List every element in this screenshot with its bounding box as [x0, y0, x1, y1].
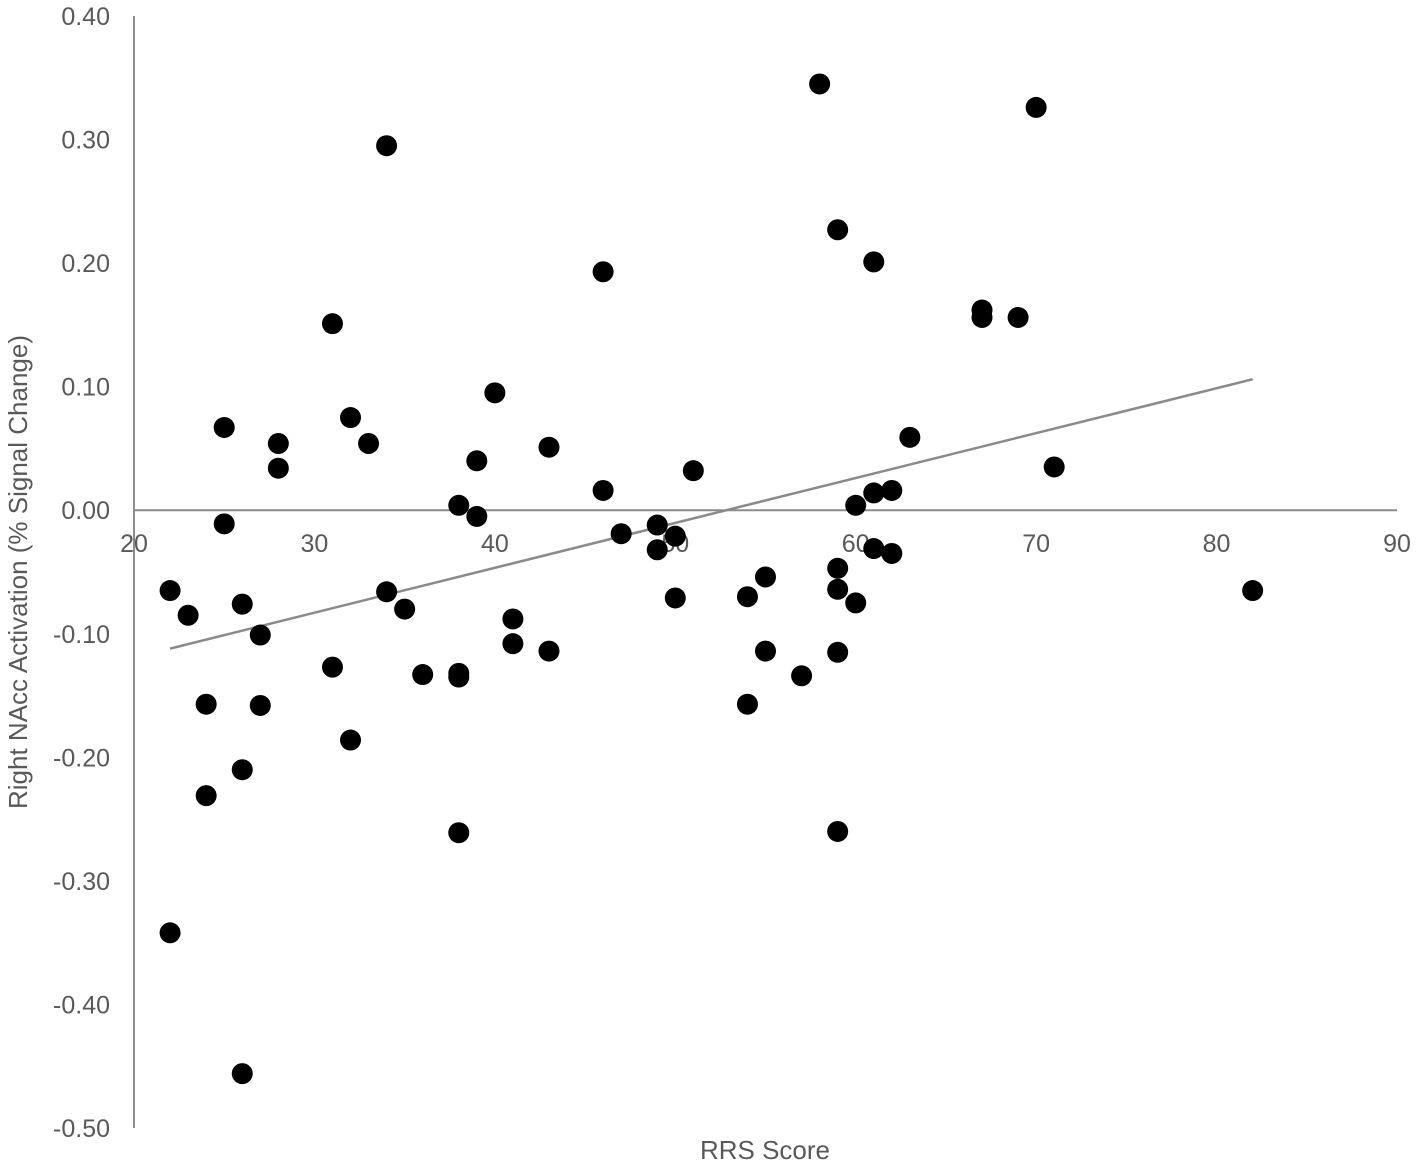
x-tick-label: 40 — [481, 530, 509, 558]
data-point — [231, 1063, 253, 1085]
data-point — [213, 513, 235, 535]
x-tick-labels: 2030405060708090 — [120, 530, 1411, 558]
data-point — [845, 494, 867, 516]
data-point — [358, 433, 380, 455]
data-point — [484, 382, 506, 404]
data-point — [1242, 580, 1264, 602]
data-point — [249, 624, 271, 646]
data-point — [1043, 456, 1065, 478]
data-point — [971, 306, 993, 328]
data-point — [538, 436, 560, 458]
data-point — [646, 514, 668, 536]
data-point — [592, 479, 614, 501]
data-point — [863, 482, 885, 504]
y-tick-labels: 0.40 0.30 0.20 0.10 0.00 -0.10 -0.20 -0.30 -0.40… — [53, 3, 110, 1143]
data-point — [881, 479, 903, 501]
y-tick-label: 0.20 — [61, 250, 110, 278]
data-point — [827, 641, 849, 663]
data-point — [159, 922, 181, 944]
data-point — [159, 580, 181, 602]
y-tick-label: 0.40 — [61, 3, 110, 31]
y-tick-label: -0.30 — [53, 868, 110, 896]
data-point — [321, 656, 343, 678]
y-tick-label: -0.40 — [53, 991, 110, 1019]
y-tick-label: -0.20 — [53, 744, 110, 772]
y-tick-label: -0.10 — [53, 621, 110, 649]
data-point — [791, 665, 813, 687]
data-point — [231, 759, 253, 781]
data-point — [538, 640, 560, 662]
data-point — [863, 251, 885, 273]
x-axis-title: RRS Score — [700, 1135, 830, 1165]
data-point — [448, 666, 470, 688]
y-tick-label: -0.50 — [53, 1115, 110, 1143]
x-tick-label: 30 — [301, 530, 329, 558]
x-tick-label: 90 — [1383, 530, 1411, 558]
data-point — [827, 578, 849, 600]
data-point — [863, 538, 885, 560]
data-point — [376, 581, 398, 603]
data-point — [827, 820, 849, 842]
data-point — [340, 407, 362, 429]
y-tick-label: 0.30 — [61, 127, 110, 155]
data-point — [195, 785, 217, 807]
y-tick-label: 0.10 — [61, 374, 110, 402]
data-point — [466, 450, 488, 472]
data-point — [502, 608, 524, 630]
x-tick-label: 70 — [1022, 530, 1050, 558]
data-point — [682, 460, 704, 482]
data-point — [664, 525, 686, 547]
x-tick-label: 20 — [120, 530, 148, 558]
data-point — [755, 640, 776, 662]
data-point — [231, 593, 253, 615]
data-point — [448, 494, 470, 516]
data-point — [809, 73, 831, 95]
x-tick-label: 80 — [1203, 530, 1231, 558]
data-point — [827, 219, 849, 241]
data-point — [249, 694, 271, 716]
data-point — [845, 592, 867, 614]
data-point — [466, 505, 488, 527]
y-axis-title: Right NAcc Activation (% Signal Change) — [3, 335, 33, 809]
data-point — [267, 457, 289, 479]
data-point — [376, 135, 398, 157]
data-point — [448, 822, 470, 844]
data-point — [646, 539, 668, 561]
trend-line — [169, 378, 1253, 650]
data-point — [610, 523, 632, 545]
data-point — [394, 598, 416, 620]
data-point — [321, 313, 343, 335]
data-point — [736, 586, 758, 608]
data-point — [881, 542, 903, 564]
data-point — [664, 587, 686, 609]
data-point — [412, 664, 434, 686]
y-tick-label: 0.00 — [61, 497, 110, 525]
data-point — [1007, 306, 1029, 328]
data-point — [502, 633, 524, 655]
data-point — [340, 729, 362, 751]
data-point — [899, 426, 921, 448]
data-point — [1025, 96, 1047, 118]
data-point — [213, 416, 235, 438]
data-point — [177, 604, 199, 626]
data-point — [195, 693, 217, 715]
data-point — [267, 433, 289, 455]
data-point — [592, 261, 614, 283]
data-points — [159, 73, 1264, 1085]
data-point — [827, 557, 849, 579]
data-point — [755, 566, 776, 588]
data-point — [736, 693, 758, 715]
